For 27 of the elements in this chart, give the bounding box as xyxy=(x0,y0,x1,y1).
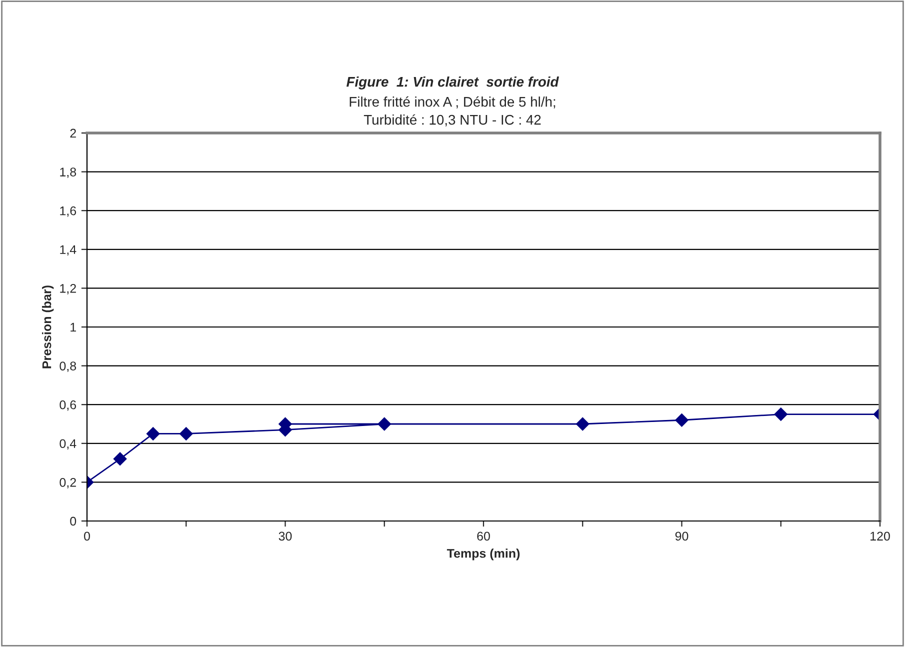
y-tick-label: 0,6 xyxy=(60,400,76,411)
x-tick-label: 90 xyxy=(675,532,688,541)
x-axis-title: Temps (min) xyxy=(446,548,520,560)
x-tick-label: 60 xyxy=(477,532,490,541)
point xyxy=(378,417,391,431)
y-tick-label: 0,8 xyxy=(60,362,76,372)
y-tick-label: 0,4 xyxy=(60,439,76,450)
y-tick-label: 2 xyxy=(70,128,76,138)
point xyxy=(774,408,788,421)
chart-title: Figure 1: Vin clairet sortie froid xyxy=(346,76,559,90)
x-tick-label: 0 xyxy=(84,532,90,541)
point xyxy=(675,414,688,427)
y-tick-label: 1,8 xyxy=(60,168,76,178)
y-axis-title: Pression (bar) xyxy=(42,286,54,368)
point xyxy=(146,427,160,440)
y-tick-label: 0,2 xyxy=(60,478,76,488)
y-tick-label: 0 xyxy=(70,516,76,526)
x-tick-label: 120 xyxy=(870,532,890,541)
point xyxy=(113,452,127,466)
x-tick-label: 30 xyxy=(278,532,292,541)
point xyxy=(180,427,193,440)
chart-subtitle: Filtre fritté inox A ; Débit de 5 hl/h; Turbidité : 10,3 NTU - IC : 42 xyxy=(350,96,556,126)
y-tick-label: 1 xyxy=(70,322,76,332)
y-tick-label: 1,2 xyxy=(60,284,76,294)
y-tick-label: 1,6 xyxy=(60,206,76,217)
point xyxy=(576,417,590,431)
y-tick-label: 1,4 xyxy=(60,245,76,256)
